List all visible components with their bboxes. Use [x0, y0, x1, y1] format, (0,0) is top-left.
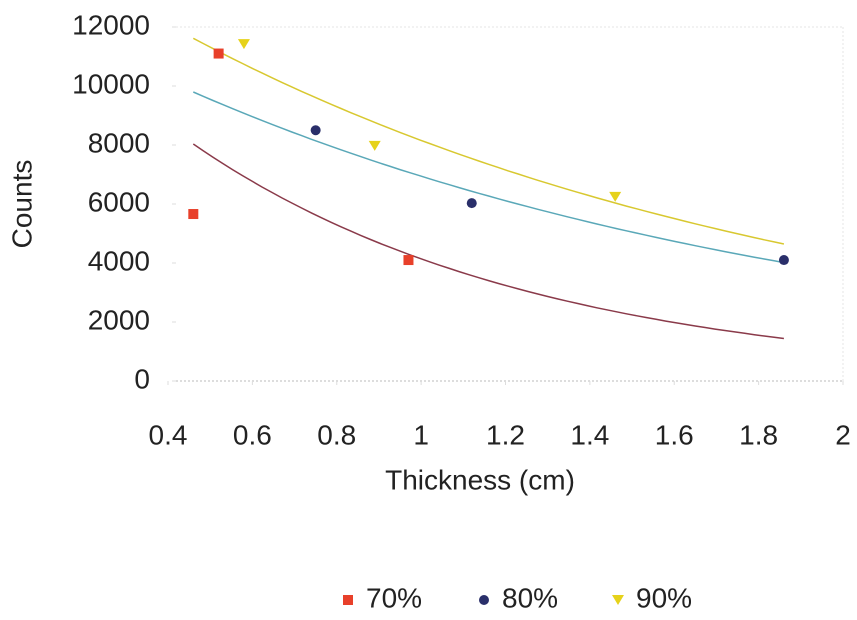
- point: [213, 48, 224, 59]
- x-tick-label: 1: [413, 419, 429, 450]
- point: [188, 209, 199, 220]
- trend-line: [192, 37, 785, 245]
- y-tick-label: 4000: [88, 245, 150, 276]
- y-tick-label: 10000: [72, 68, 150, 99]
- legend-marker: [343, 595, 353, 605]
- trend-line: [192, 143, 784, 340]
- y-tick-label: 12000: [72, 9, 150, 40]
- point: [609, 191, 622, 202]
- legend-marker: [479, 595, 489, 605]
- y-tick-label: 0: [134, 363, 150, 394]
- y-axis-label: Counts: [6, 160, 37, 249]
- x-axis-label: Thickness (cm): [385, 464, 575, 495]
- x-tick-label: 2: [835, 419, 851, 450]
- y-tick-label: 8000: [88, 127, 150, 158]
- legend-label: 90%: [636, 582, 692, 613]
- y-tick-label: 2000: [88, 304, 150, 335]
- x-tick-label: 0.6: [233, 419, 272, 450]
- point: [778, 255, 789, 266]
- point: [466, 198, 477, 209]
- x-tick-label: 1.8: [739, 419, 778, 450]
- legend-label: 70%: [366, 582, 422, 613]
- point: [368, 140, 381, 151]
- x-tick-label: 0.4: [149, 419, 188, 450]
- x-tick-label: 1.4: [570, 419, 609, 450]
- x-tick-label: 0.8: [317, 419, 356, 450]
- point: [310, 125, 321, 136]
- point: [403, 255, 414, 266]
- trend-line: [193, 91, 785, 264]
- x-tick-label: 1.6: [655, 419, 694, 450]
- legend-label: 80%: [502, 582, 558, 613]
- point: [237, 39, 250, 50]
- legend-marker: [612, 595, 624, 605]
- x-tick-label: 1.2: [486, 419, 525, 450]
- y-tick-label: 6000: [88, 186, 150, 217]
